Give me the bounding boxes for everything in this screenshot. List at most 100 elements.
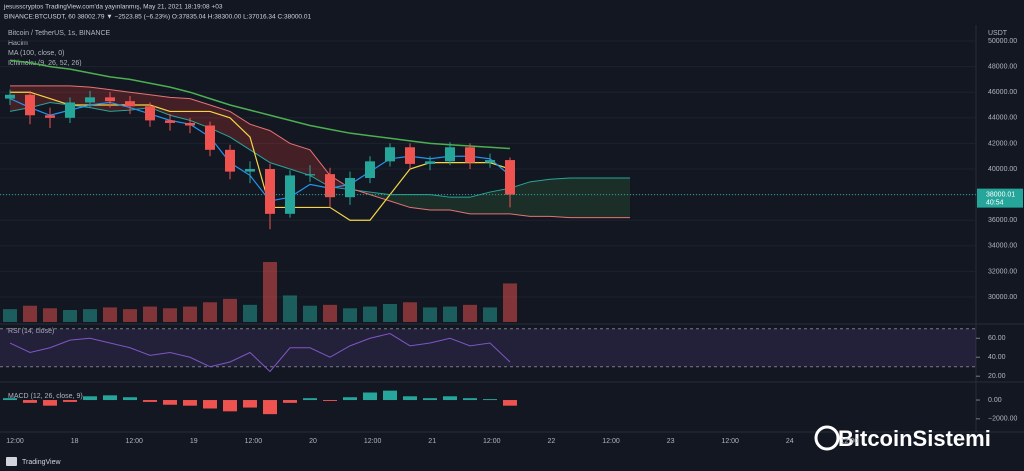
candle-body [365,161,375,178]
candle-body [505,160,515,195]
x-tick-label: 12:00 [364,438,382,445]
volume-bar [503,283,517,322]
candle-body [25,94,35,116]
volume-bar [223,298,237,322]
volume-bar [123,309,137,322]
volume-bar [103,307,117,322]
y-tick-label: 34000.00 [988,243,1017,250]
cloud [190,98,210,129]
macd-bar [23,400,37,403]
macd-bar [283,400,297,403]
macd-bar [243,400,257,408]
rsi-line [9,333,511,373]
x-tick-label: 23 [667,438,675,445]
y-tick-label: 46000.00 [988,89,1017,96]
macd-bar [463,398,477,401]
candle-body [485,160,495,163]
cloud [550,177,570,218]
candle-body [405,147,415,164]
price-tag-label: 38000.01 [986,191,1015,198]
macd-bar [43,400,57,406]
volume-bar [283,295,297,322]
volume-bar [163,308,177,322]
macd-bar [363,392,377,401]
price-tag [977,188,1023,208]
macd-bar [343,397,357,401]
candle-body [445,147,455,162]
macd-bar [403,396,417,401]
cloud [170,97,190,121]
volume-bar [183,306,197,322]
candle-body [205,125,215,150]
legend: MACD (12, 26, close, 9) [8,393,83,400]
candle-body [285,175,295,214]
candle-body [265,169,275,214]
candle-body [185,122,195,126]
x-tick-label: 12:00 [602,438,620,445]
candle-body [385,147,395,162]
macd-bar [3,398,17,401]
candle-body [5,94,15,99]
macd-bar [123,397,137,401]
cloud [530,179,550,217]
volume-bar [143,306,157,322]
candle-body [45,115,55,118]
macd-bar [163,400,177,405]
quote: BINANCE:BTCUSDT, 60 38002.79 ▼ −2523.85 … [4,14,311,21]
y-tick-label: 36000.00 [988,217,1017,224]
volume-bar [363,306,377,322]
cloud [390,194,410,208]
cloud [590,177,610,218]
cloud [410,194,430,210]
macd-bar [263,400,277,415]
legend: Bitcoin / TetherUS, 1s, BINANCE [8,30,111,37]
candle-body [305,174,315,176]
cloud [450,197,470,214]
y-tick-label: 42000.00 [988,140,1017,147]
x-tick-label: 12:00 [6,438,24,445]
volume-bar [243,304,257,322]
legend: Hacim [8,40,28,47]
x-tick-label: 12:00 [721,438,739,445]
volume-bar [323,304,337,322]
candle-body [65,102,75,118]
volume-bar [383,304,397,322]
y-tick-label: 30000.00 [988,294,1017,301]
x-tick-label: 22 [548,438,556,445]
candle-body [245,169,255,172]
span-a [9,101,630,198]
macd-bar [423,398,437,401]
candle-body [125,101,135,107]
x-tick-label: 20 [309,438,317,445]
candle-body [105,97,115,102]
macd-bar [443,396,457,401]
x-tick-label: 24 [786,438,794,445]
volume-bar [483,307,497,322]
x-tick-label: 12:00 [483,438,501,445]
x-tick-label: 19 [190,438,198,445]
candle-body [425,161,435,164]
cloud [430,194,450,210]
volume-bar [463,304,477,322]
candle-body [85,97,95,103]
y-tick-label: −2000.00 [988,416,1017,423]
volume-bar [343,308,357,322]
volume-bar [263,262,277,322]
y-tick-label: 20.00 [988,373,1006,380]
candle-body [165,120,175,123]
volume-bar [443,306,457,322]
macd-bar [503,400,517,406]
volume-bar [303,305,317,322]
watermark-logo [814,425,840,451]
cloud [610,177,630,218]
y-tick-label: 60.00 [988,335,1006,342]
macd-bar [383,390,397,401]
ma-line [9,59,511,150]
volume-bar [3,309,17,322]
x-tick-label: 21 [428,438,436,445]
x-tick-label: 12:00 [125,438,143,445]
volume-bar [63,310,77,322]
